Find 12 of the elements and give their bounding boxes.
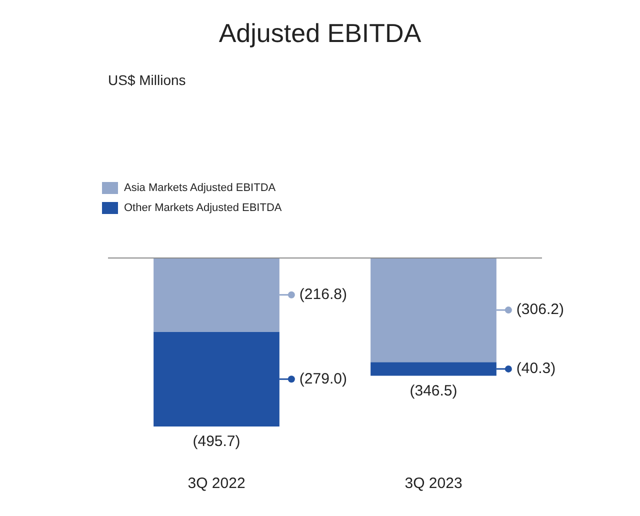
legend-label: Other Markets Adjusted EBITDA [124,202,282,214]
x-tick-label: 3Q 2022 [188,475,246,492]
x-tick-label: 3Q 2023 [404,475,462,492]
legend-label: Asia Markets Adjusted EBITDA [124,182,276,194]
data-label: (40.3) [516,360,556,378]
total-label: (495.7) [192,433,240,450]
text: US$ Millions [108,72,186,88]
data-label: (306.2) [516,301,564,318]
data-label: (216.8) [299,286,347,303]
total-label: (346.5) [410,382,458,400]
chart-title: Adjusted EBITDA [218,18,422,49]
data-label: (279.0) [299,370,347,388]
